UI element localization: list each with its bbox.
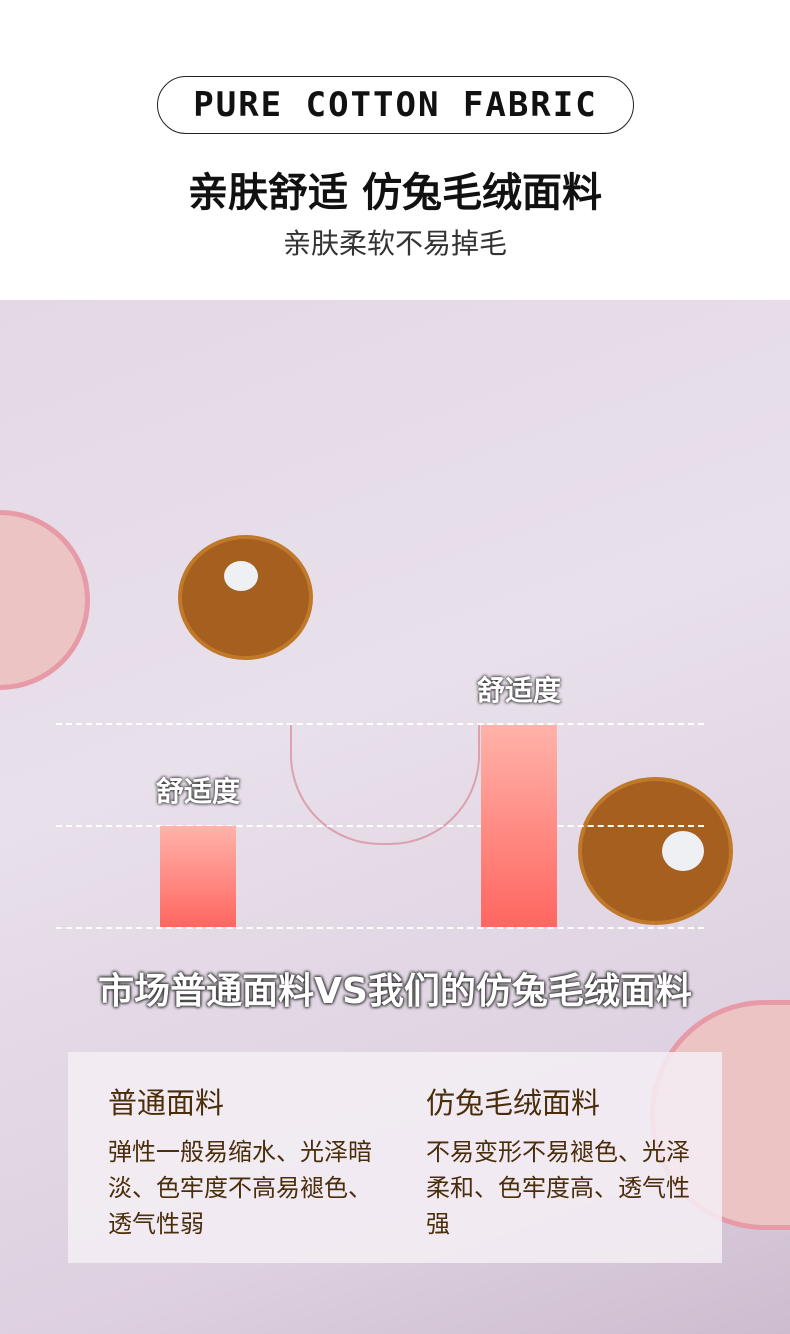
header-section: PURE COTTON FABRIC 亲肤舒适 仿兔毛绒面料 亲肤柔软不易掉毛	[0, 0, 790, 300]
plush-fabric-desc: 不易变形不易褪色、光泽柔和、色牢度高、透气性强	[426, 1138, 690, 1238]
plush-fabric-title: 仿兔毛绒面料	[426, 1086, 601, 1120]
plush-fabric-column: 仿兔毛绒面料 不易变形不易褪色、光泽柔和、色牢度高、透气性强	[426, 1080, 696, 1242]
eye-left	[178, 535, 313, 660]
comparison-panel: 普通面料 弹性一般易缩水、光泽暗淡、色牢度不高易褪色、透气性弱 仿兔毛绒面料 不…	[68, 1052, 722, 1263]
ordinary-fabric-column: 普通面料 弹性一般易缩水、光泽暗淡、色牢度不高易褪色、透气性弱	[108, 1080, 378, 1242]
fabric-badge: PURE COTTON FABRIC	[157, 76, 634, 134]
ordinary-fabric-desc: 弹性一般易缩水、光泽暗淡、色牢度不高易褪色、透气性弱	[108, 1138, 372, 1238]
comparison-title: 市场普通面料VS我们的仿兔毛绒面料	[98, 971, 692, 1012]
cheek-left	[0, 510, 90, 690]
bar-plush-fabric	[481, 725, 557, 927]
bar-label-plush: 舒适度	[476, 674, 561, 707]
bar-label-ordinary: 舒适度	[155, 775, 240, 808]
page-subtitle: 亲肤柔软不易掉毛	[282, 227, 507, 260]
gridline	[56, 723, 704, 725]
gridline	[56, 825, 704, 827]
gridline	[56, 927, 704, 929]
bar-ordinary-fabric	[160, 826, 236, 927]
mouth-stitch	[290, 725, 480, 845]
eye-right	[578, 777, 733, 925]
ordinary-fabric-title: 普通面料	[108, 1086, 225, 1120]
page-title: 亲肤舒适 仿兔毛绒面料	[188, 170, 602, 216]
